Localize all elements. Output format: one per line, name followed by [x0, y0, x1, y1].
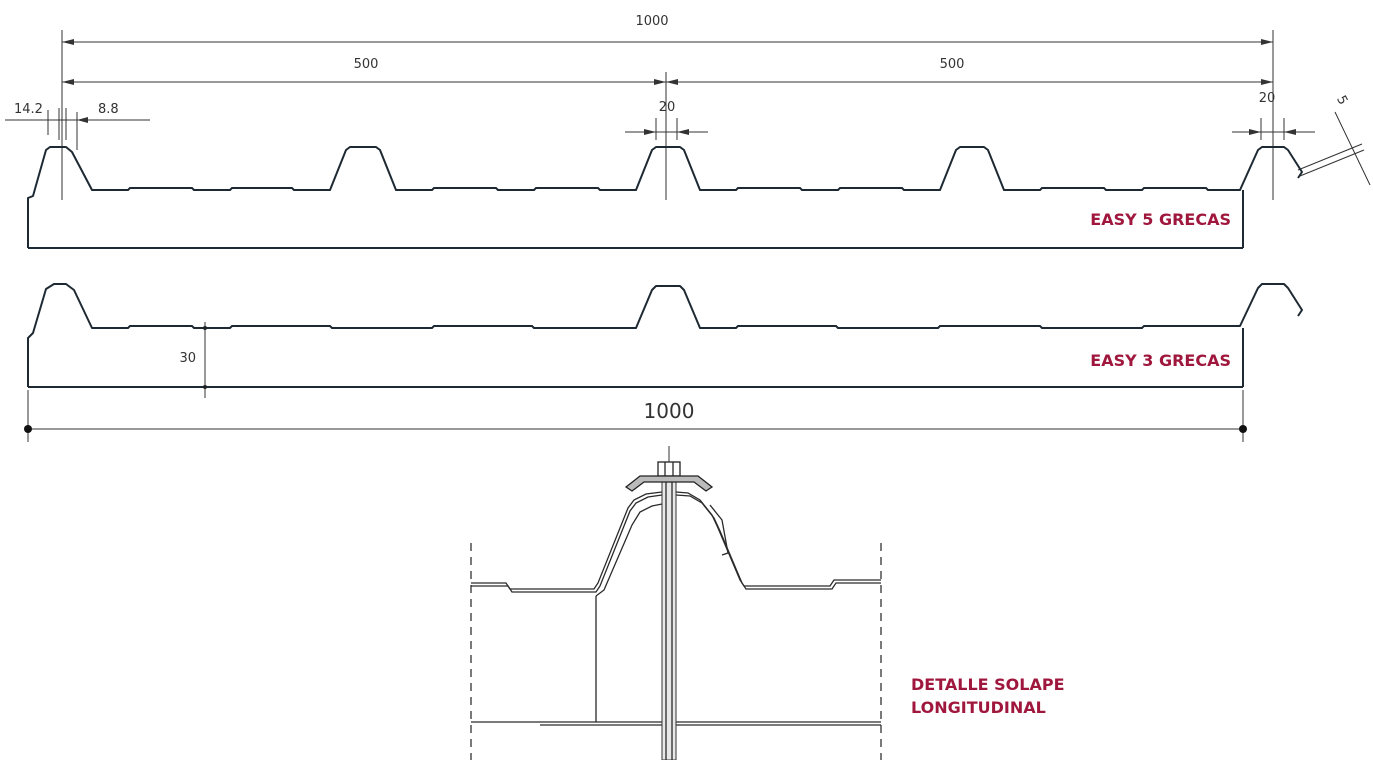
dimension-height: 30 — [179, 322, 207, 398]
dimension-crest-top-label: 14.2 — [14, 102, 43, 117]
dimension-edge-thickness-label: 5 — [1333, 93, 1350, 107]
dimension-crest-left: 14.2 8.8 — [5, 102, 150, 150]
dimension-half-widths: 500 500 — [62, 57, 1273, 200]
dimension-crest-right-label: 20 — [1259, 91, 1276, 106]
detail-title-line-1: DETALLE SOLAPE — [911, 675, 1065, 694]
dimension-edge-thickness: 5 — [1297, 93, 1371, 186]
profile-2-name: EASY 3 GRECAS — [1090, 351, 1231, 370]
detail-overlap — [470, 446, 882, 760]
dimension-crest-right: 20 — [1232, 91, 1315, 140]
dimension-crest-mid-label: 20 — [659, 100, 676, 115]
dimension-crest-mid: 20 — [625, 100, 708, 140]
profile-easy-5-grecas: EASY 5 GRECAS — [27, 146, 1303, 249]
detail-title-line-2: LONGITUDINAL — [911, 698, 1046, 717]
dimension-half-right-label: 500 — [940, 57, 965, 72]
dimension-total-bottom-label: 1000 — [644, 399, 695, 423]
dimension-total-bottom: 1000 — [24, 390, 1247, 442]
profile-1-name: EASY 5 GRECAS — [1090, 210, 1231, 229]
dimension-total-top-label: 1000 — [635, 14, 668, 29]
dimension-height-label: 30 — [179, 351, 196, 366]
dimension-crest-offset-label: 8.8 — [98, 102, 119, 117]
dimension-half-left-label: 500 — [354, 57, 379, 72]
dimension-total-top: 1000 — [61, 14, 1274, 200]
profile-easy-3-grecas: EASY 3 GRECAS 30 — [27, 283, 1303, 398]
